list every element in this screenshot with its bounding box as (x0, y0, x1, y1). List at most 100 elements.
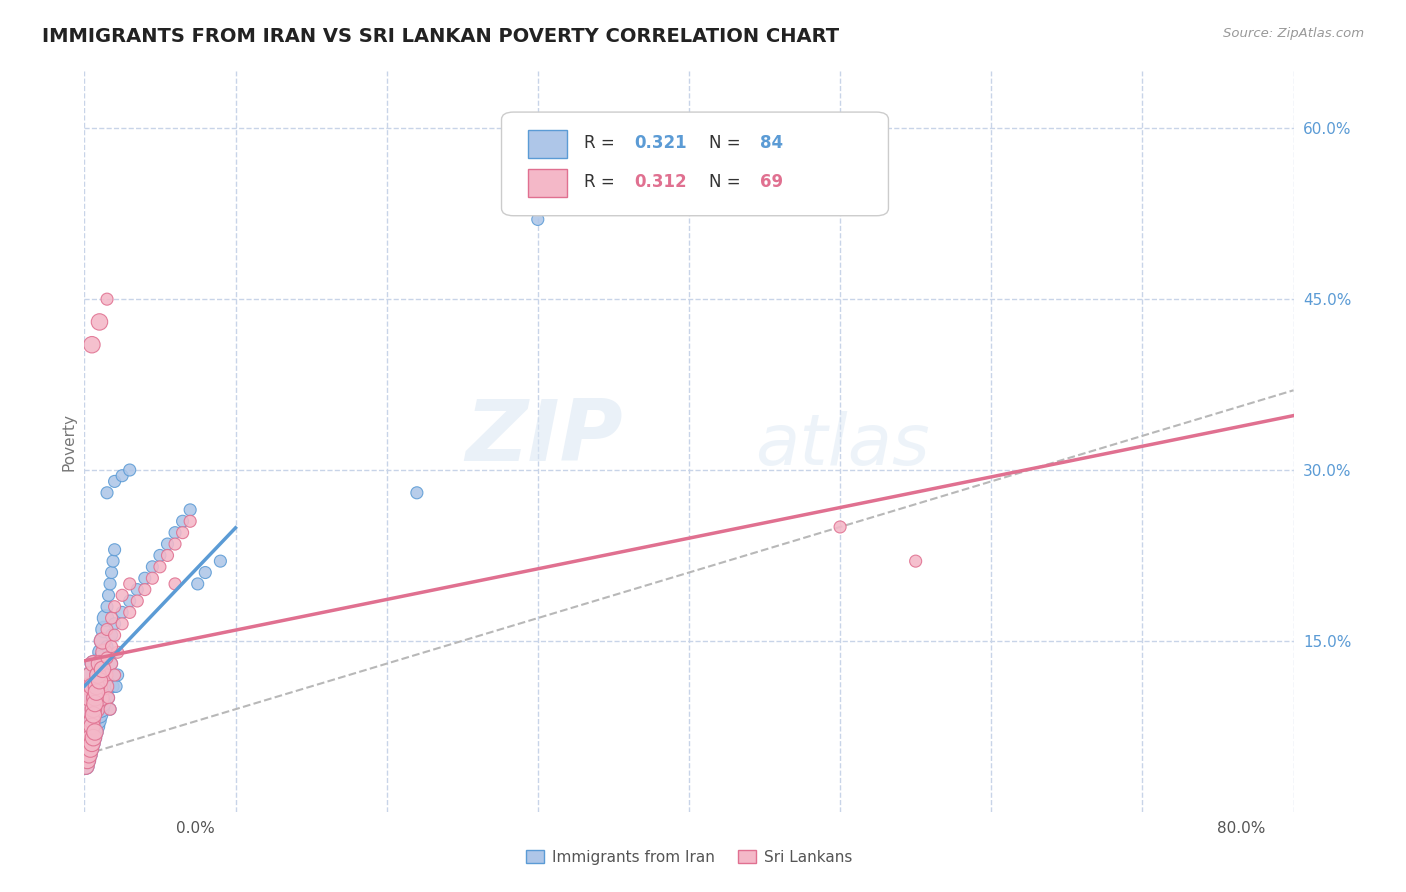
Point (75, 759, 97, 773)
Point (87, 714, 110, 728)
Point (86, 680, 108, 694)
Point (165, 525, 187, 540)
Point (82, 731, 104, 745)
Point (77, 736, 100, 750)
Point (156, 549, 179, 563)
Point (89, 315, 111, 329)
Point (179, 503, 201, 517)
Point (91, 657, 114, 671)
Point (93, 645, 115, 659)
Point (75, 759, 97, 773)
Point (76, 680, 98, 694)
Point (86, 680, 108, 694)
Point (100, 611, 122, 625)
Point (98, 702, 121, 716)
Text: R =: R = (583, 173, 620, 192)
Point (105, 680, 128, 694)
Point (82, 707, 104, 722)
Point (93, 623, 115, 637)
Point (165, 577, 187, 591)
Point (96, 640, 118, 654)
Point (172, 525, 194, 540)
Bar (529, 169, 567, 197)
Point (134, 582, 156, 597)
Point (107, 645, 129, 659)
Point (96, 668, 118, 682)
Point (84, 690, 107, 705)
Point (75, 714, 97, 728)
Text: ZIP: ZIP (465, 396, 623, 479)
Point (77, 736, 100, 750)
Y-axis label: Poverty: Poverty (60, 412, 76, 471)
Point (79, 731, 101, 745)
Point (86, 702, 108, 716)
Text: R =: R = (583, 134, 620, 153)
Point (904, 554, 927, 568)
Point (101, 554, 124, 568)
Point (89, 673, 111, 688)
Point (91, 633, 114, 648)
Text: 0.312: 0.312 (634, 173, 688, 192)
Point (100, 628, 122, 642)
Point (141, 559, 163, 574)
Point (111, 588, 134, 602)
Point (79, 725, 101, 739)
Point (80, 680, 103, 694)
Point (104, 542, 127, 557)
Point (89, 680, 111, 694)
Point (209, 554, 232, 568)
Point (77, 747, 100, 762)
Point (527, 212, 550, 227)
Point (118, 463, 141, 477)
Point (90, 690, 112, 705)
Point (82, 731, 104, 745)
Point (141, 571, 163, 585)
Text: 69: 69 (761, 173, 783, 192)
Bar (529, 130, 567, 158)
Point (80, 714, 103, 728)
Point (104, 668, 127, 682)
Point (89, 657, 111, 671)
Text: 0.0%: 0.0% (176, 821, 215, 836)
Point (172, 514, 194, 528)
Point (84, 697, 107, 711)
Point (82, 657, 104, 671)
Point (96, 651, 118, 665)
Point (90, 690, 112, 705)
Text: N =: N = (710, 134, 747, 153)
Point (98, 577, 121, 591)
Point (100, 657, 122, 671)
FancyBboxPatch shape (502, 112, 889, 216)
Point (75, 702, 97, 716)
Point (406, 485, 429, 500)
Point (100, 657, 122, 671)
Text: 0.321: 0.321 (634, 134, 688, 153)
Point (77, 690, 100, 705)
Point (111, 468, 134, 483)
Point (86, 685, 108, 699)
Point (77, 747, 100, 762)
Point (96, 623, 118, 637)
Point (96, 668, 118, 682)
Point (77, 742, 100, 756)
Text: N =: N = (710, 173, 747, 192)
Point (93, 645, 115, 659)
Point (82, 707, 104, 722)
Point (84, 690, 107, 705)
Point (79, 731, 101, 745)
Point (94, 611, 117, 625)
Point (96, 485, 118, 500)
Point (118, 606, 141, 620)
Point (97, 588, 120, 602)
Point (80, 337, 103, 351)
Point (194, 566, 217, 580)
Point (149, 549, 172, 563)
Point (87, 668, 110, 682)
Point (80, 719, 103, 733)
Point (100, 566, 122, 580)
Point (91, 651, 114, 665)
Point (89, 680, 111, 694)
Point (96, 292, 118, 306)
Point (104, 628, 127, 642)
Point (76, 690, 98, 705)
